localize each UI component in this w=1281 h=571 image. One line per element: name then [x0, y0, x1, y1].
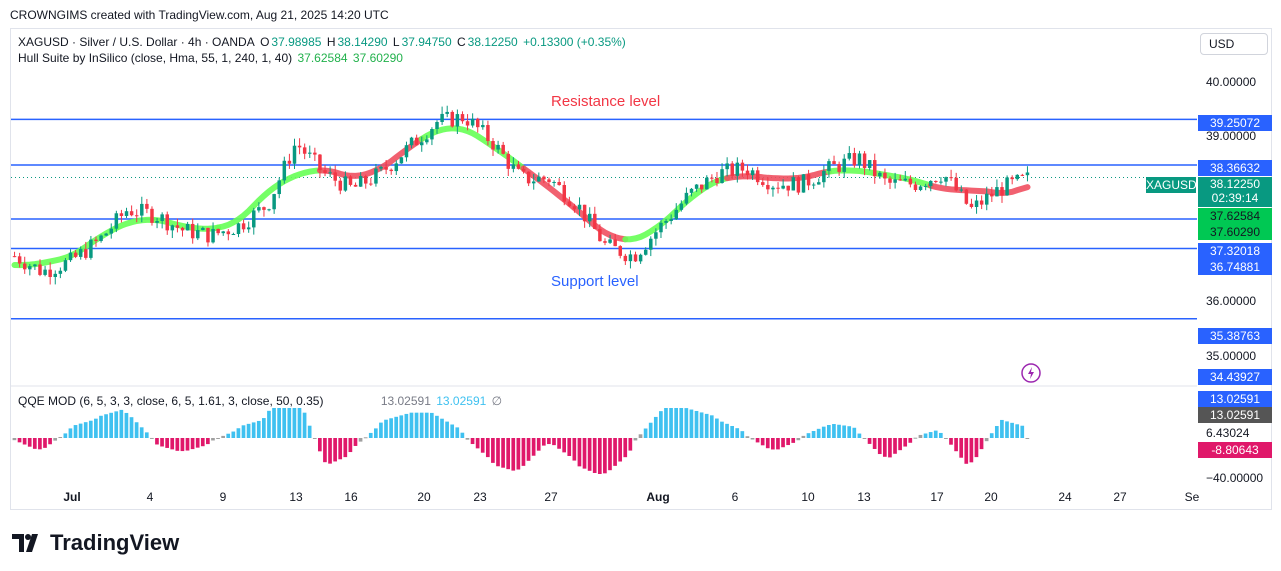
time-tick: 20 — [984, 490, 998, 504]
hull-legend: Hull Suite by InSilico (close, Hma, 55, … — [18, 51, 405, 65]
level-tag-support: 36.74881 — [1198, 259, 1272, 275]
time-tick: 24 — [1058, 490, 1072, 504]
hull-value-2: 37.60290 — [352, 51, 403, 65]
price-tick: 39.00000 — [1206, 129, 1257, 143]
tv-icon — [12, 534, 38, 552]
qqe-value-3: ∅ — [491, 394, 503, 408]
bar-countdown: 02:39:14 — [1211, 191, 1259, 205]
low-value: 37.94750 — [401, 35, 452, 49]
qqe-value-2: 13.02591 — [436, 394, 487, 408]
symbol-name[interactable]: XAGUSD · Silver / U.S. Dollar · 4h · OAN… — [18, 35, 255, 49]
time-tick: 23 — [473, 490, 487, 504]
chart-frame — [10, 28, 1272, 510]
time-tick: 16 — [344, 490, 358, 504]
hull-tag-1: 37.62584 — [1198, 208, 1272, 224]
hull-indicator-label[interactable]: Hull Suite by InSilico (close, Hma, 55, … — [18, 51, 293, 65]
qqe-indicator-label[interactable]: QQE MOD (6, 5, 3, 3, close, 6, 5, 1.61, … — [18, 394, 324, 408]
qqe-value-1: 13.02591 — [380, 394, 431, 408]
hull-tag-2: 37.60290 — [1198, 224, 1272, 240]
level-tag-resistance-top: 39.25072 — [1198, 115, 1272, 131]
time-tick: Jul — [63, 490, 81, 504]
time-tick: 17 — [930, 490, 944, 504]
chart-header: CROWNGIMS created with TradingView.com, … — [10, 8, 389, 22]
qqe-legend: QQE MOD (6, 5, 3, 3, close, 6, 5, 1.61, … — [18, 394, 504, 408]
time-tick: 20 — [417, 490, 431, 504]
level-tag-support-top: 37.32018 — [1198, 243, 1272, 259]
level-tag-resistance: 38.36632 — [1198, 160, 1272, 176]
time-tick: 6 — [731, 490, 739, 504]
price-tick: 35.00000 — [1206, 349, 1257, 363]
open-value: 37.98985 — [271, 35, 322, 49]
qqe-tick: −40.00000 — [1206, 471, 1264, 485]
currency-selector[interactable]: USD — [1200, 33, 1268, 55]
time-tick: 27 — [544, 490, 558, 504]
qqe-tick: 6.43024 — [1206, 426, 1250, 440]
change-value: +0.13300 (+0.35%) — [523, 35, 626, 49]
time-tick: 13 — [289, 490, 303, 504]
time-tick: 13 — [857, 490, 871, 504]
symbol-tag: XAGUSD — [1146, 177, 1197, 193]
qqe-tag-neg: -8.80643 — [1198, 442, 1272, 458]
time-tick: 10 — [801, 490, 815, 504]
level-tag-lower: 34.43927 — [1198, 369, 1272, 385]
brand-name: TradingView — [50, 530, 180, 555]
symbol-legend: XAGUSD · Silver / U.S. Dollar · 4h · OAN… — [18, 35, 626, 49]
last-price-tag: 38.12250 02:39:14 — [1198, 177, 1272, 207]
time-tick: 27 — [1113, 490, 1127, 504]
time-tick: Se — [1184, 490, 1200, 504]
time-tick: 9 — [219, 490, 227, 504]
qqe-tag-1: 13.02591 — [1198, 391, 1272, 407]
level-tag-support-low: 35.38763 — [1198, 328, 1272, 344]
time-tick: 4 — [146, 490, 154, 504]
time-tick: Aug — [646, 490, 670, 504]
hull-value-1: 37.62584 — [297, 51, 348, 65]
close-value: 38.12250 — [467, 35, 518, 49]
price-tick: 40.00000 — [1206, 75, 1257, 89]
high-value: 38.14290 — [337, 35, 388, 49]
price-tick: 36.00000 — [1206, 294, 1257, 308]
tradingview-logo[interactable]: TradingView — [12, 530, 179, 556]
qqe-tag-2: 13.02591 — [1198, 407, 1272, 423]
